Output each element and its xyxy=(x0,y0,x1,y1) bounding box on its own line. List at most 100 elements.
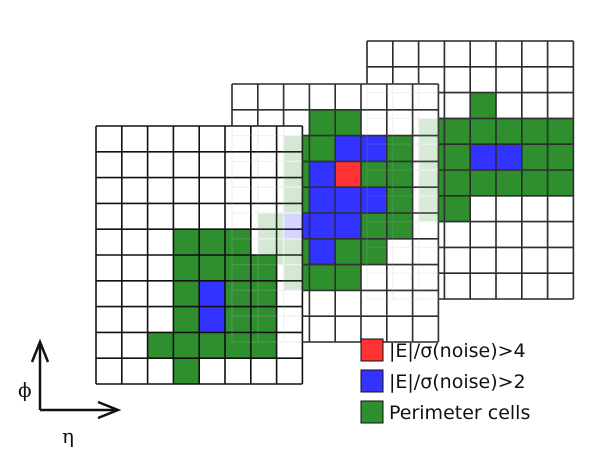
perimeter-cell xyxy=(418,144,445,170)
perimeter-cell xyxy=(470,118,496,145)
neighbor-cell xyxy=(361,135,387,162)
perimeter-cell xyxy=(444,170,471,196)
middle-layer xyxy=(231,83,440,343)
perimeter-cell xyxy=(386,213,413,239)
perimeter-cell xyxy=(444,195,471,222)
perimeter-cell xyxy=(335,264,361,291)
perimeter-cell xyxy=(361,161,387,188)
perimeter-cell xyxy=(470,170,496,196)
perimeter-cell xyxy=(547,118,574,145)
perimeter-cell xyxy=(283,135,310,162)
perimeter-cell xyxy=(470,118,496,145)
perimeter-cell xyxy=(521,144,548,170)
perimeter-cell xyxy=(283,187,310,213)
perimeter-cell xyxy=(173,332,200,359)
perimeter-cell xyxy=(283,238,310,265)
perimeter-cell xyxy=(418,195,445,222)
back-layer xyxy=(366,40,575,300)
perimeter-cell xyxy=(470,92,496,119)
perimeter-cell xyxy=(173,280,200,307)
neighbor-cell xyxy=(309,161,336,188)
neighbor-cell xyxy=(470,144,496,170)
perimeter-cell xyxy=(470,92,496,119)
perimeter-cell xyxy=(250,306,277,333)
perimeter-cell xyxy=(386,187,413,213)
perimeter-cell xyxy=(547,144,574,170)
perimeter-cell xyxy=(335,109,361,136)
perimeter-cell xyxy=(225,255,251,281)
perimeter-cell xyxy=(173,229,200,255)
neighbor-cell xyxy=(496,144,522,170)
perimeter-cell xyxy=(199,332,225,359)
perimeter-cell xyxy=(309,264,336,291)
perimeter-cell xyxy=(521,170,548,196)
perimeter-cell xyxy=(386,161,413,188)
perimeter-cell xyxy=(444,170,471,196)
perimeter-cell xyxy=(250,280,277,307)
perimeter-cell xyxy=(199,255,225,281)
neighbor-cell xyxy=(335,213,361,239)
perimeter-cell xyxy=(386,213,413,239)
neighbor-cell xyxy=(309,213,336,239)
perimeter-cell xyxy=(173,306,200,333)
legend: |E|/σ(noise)>4 |E|/σ(noise)>2 Perimeter … xyxy=(360,338,530,424)
perimeter-cell xyxy=(386,161,413,188)
perimeter-cell xyxy=(386,135,413,162)
perimeter-cell xyxy=(257,213,284,239)
perimeter-cell xyxy=(225,306,251,333)
perimeter-cell xyxy=(547,170,574,196)
perimeter-cell xyxy=(335,264,361,291)
perimeter-cell xyxy=(547,118,574,145)
neighbor-cell xyxy=(361,187,387,213)
perimeter-cell xyxy=(521,118,548,145)
perimeter-cell xyxy=(386,187,413,213)
eta-arrow-head xyxy=(97,400,122,420)
neighbor-cell xyxy=(470,144,496,170)
neighbor-cell xyxy=(335,187,361,213)
perimeter-cell xyxy=(225,229,251,255)
perimeter-cell xyxy=(283,264,310,291)
neighbor-cell xyxy=(309,238,336,265)
legend-swatch-neighbor xyxy=(360,369,384,393)
neighbor-cell xyxy=(309,187,336,213)
perimeter-cell xyxy=(309,135,336,162)
perimeter-cell xyxy=(173,358,200,384)
legend-label-neighbor: |E|/σ(noise)>2 xyxy=(389,371,526,393)
perimeter-cell xyxy=(361,161,387,188)
legend-swatch-seed xyxy=(360,338,384,362)
seed-cell xyxy=(335,161,361,188)
front-layer-grid xyxy=(95,125,304,385)
perimeter-cell xyxy=(335,238,361,265)
perimeter-cell xyxy=(250,332,277,359)
middle-layer xyxy=(231,83,440,343)
perimeter-cell xyxy=(225,280,251,307)
perimeter-cell xyxy=(547,170,574,196)
perimeter-cell xyxy=(309,264,336,291)
perimeter-cell xyxy=(173,255,200,281)
neighbor-cell xyxy=(335,135,361,162)
cell-layers xyxy=(95,40,575,385)
perimeter-cell xyxy=(444,118,471,145)
perimeter-cell xyxy=(250,255,277,281)
neighbor-cell xyxy=(199,306,225,333)
perimeter-cell xyxy=(418,170,445,196)
perimeter-cell xyxy=(309,135,336,162)
perimeter-cell xyxy=(361,238,387,265)
perimeter-cell xyxy=(521,144,548,170)
perimeter-cell xyxy=(283,161,310,188)
neighbor-cell xyxy=(309,161,336,188)
legend-label-seed: |E|/σ(noise)>4 xyxy=(389,340,526,362)
seed-cell xyxy=(335,161,361,188)
perimeter-cell xyxy=(386,135,413,162)
perimeter-cell xyxy=(257,238,284,265)
perimeter-cell xyxy=(521,170,548,196)
perimeter-cell xyxy=(225,332,251,359)
middle-layer-grid xyxy=(231,83,440,343)
neighbor-cell xyxy=(335,135,361,162)
phi-axis-label: ϕ xyxy=(18,378,32,402)
neighbor-cell xyxy=(309,238,336,265)
perimeter-cell xyxy=(335,238,361,265)
perimeter-cell xyxy=(547,144,574,170)
perimeter-cell xyxy=(361,238,387,265)
